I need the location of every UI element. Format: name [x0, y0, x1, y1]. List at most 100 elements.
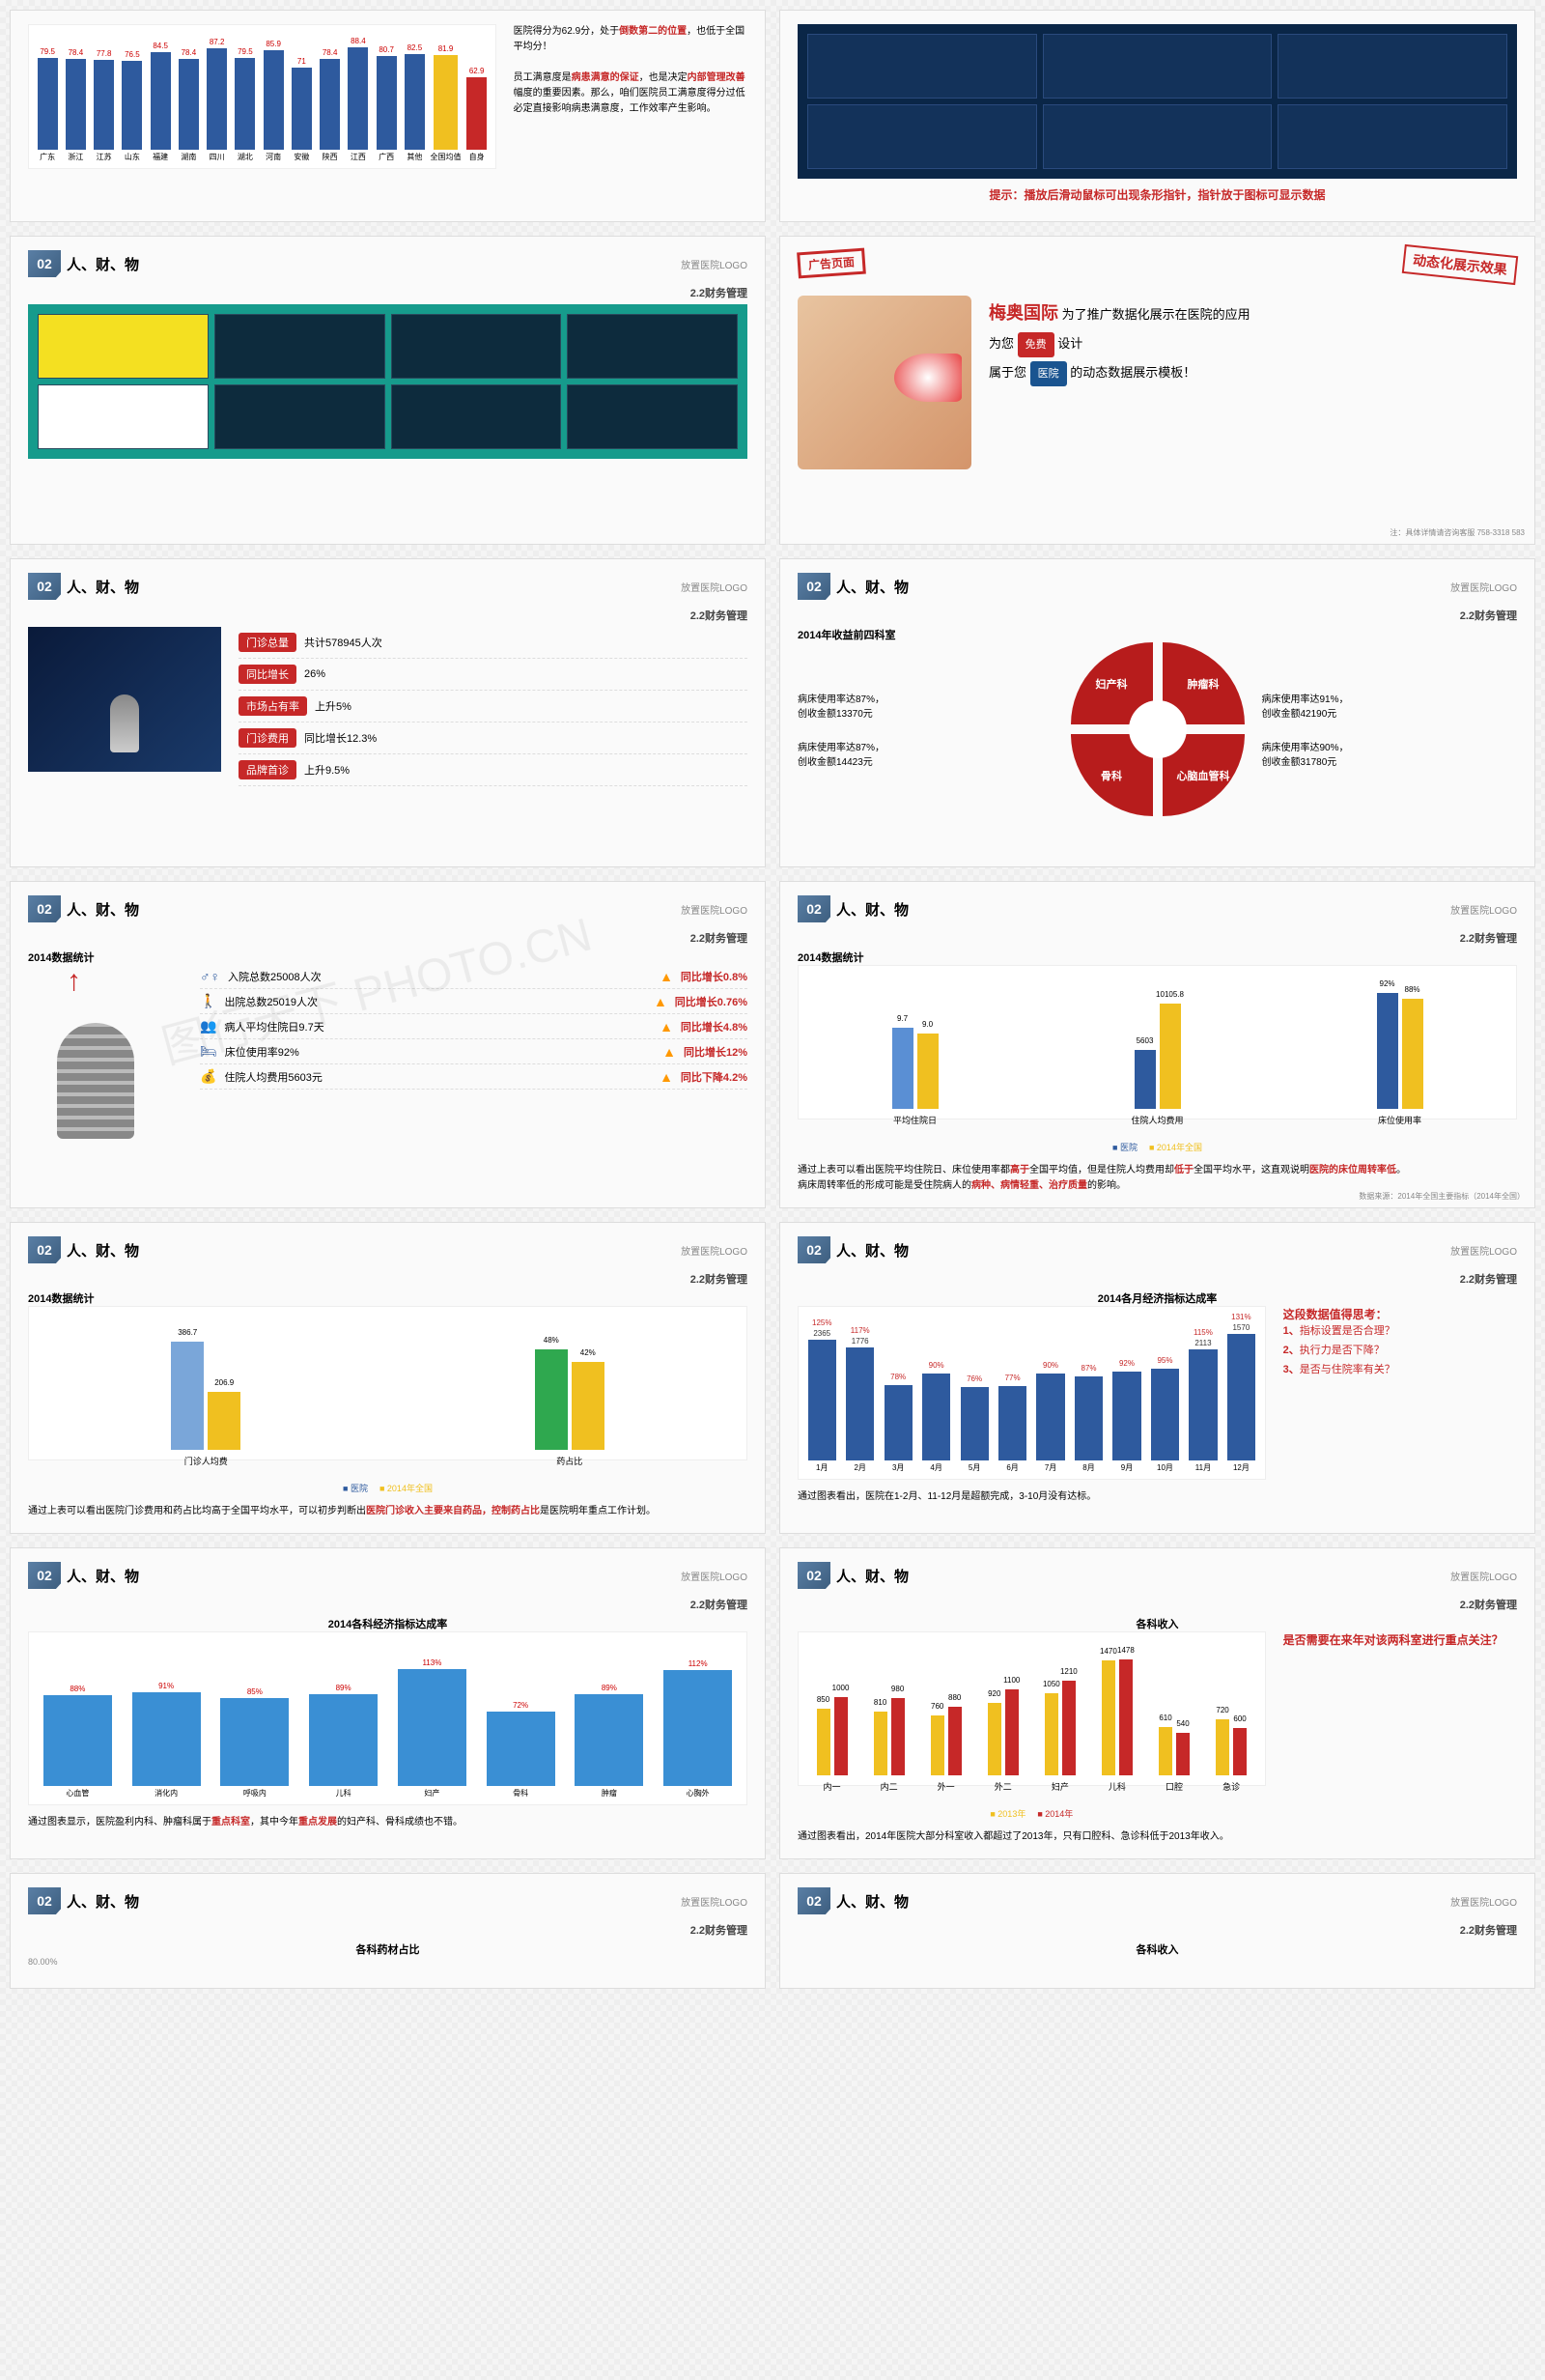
bar: 89% 肿瘤: [567, 1684, 653, 1799]
bar: 90% 7月: [1033, 1361, 1068, 1473]
title: 人、财、物: [67, 254, 139, 274]
legend-item: 2014年全国: [1149, 1141, 1202, 1153]
sub: 2.2财务管理: [28, 930, 747, 946]
bar: 95% 10月: [1147, 1356, 1182, 1473]
q-item: 执行力是否下降？: [1283, 1342, 1517, 1361]
monthly-chart: 125% 2365 1月 117% 1776 2月 78% 3月 90% 4月 …: [798, 1306, 1266, 1480]
slide-satisfaction: 79.5 广东 78.4 浙江 77.8 江苏 76.5 山东 84.5 福建 …: [10, 10, 766, 222]
donut-left-text: 病床使用率达87%，创收金额13370元病床使用率达87%，创收金额14423元: [798, 671, 1053, 787]
analysis: 通过上表可以看出医院平均住院日、床位使用率都高于全国平均值，但是住院人均费用却低…: [798, 1163, 1517, 1194]
bar: 87.2 四川: [205, 38, 230, 162]
title: 人、财、物: [67, 1891, 139, 1912]
bar: 84.5 福建: [148, 42, 173, 162]
title: 人、财、物: [836, 899, 909, 920]
txt: 属于您: [989, 365, 1026, 380]
title: 人、财、物: [836, 1566, 909, 1586]
donut-chart: 妇产科肿瘤科骨科心脑血管科: [1071, 642, 1245, 816]
bar-group: 386.7 206.9 门诊人均费: [171, 1342, 240, 1450]
dark-panel: [798, 24, 1517, 179]
q-list: 指标设置是否合理？执行力是否下降？是否与住院率有关？: [1283, 1322, 1517, 1379]
slide-compare3: 02人、财、物 放置医院LOGO 2.2财务管理 2014数据统计 9.7 9.…: [779, 881, 1535, 1208]
microphone-icon: [110, 694, 139, 752]
badge: 02: [28, 1236, 61, 1263]
stat-row: 🚶 出院总数25019人次 ▲ 同比增长0.76%: [200, 989, 747, 1014]
logo: 放置医院LOGO: [681, 580, 747, 594]
bar: 88.4 江西: [346, 37, 371, 162]
logo: 放置医院LOGO: [1450, 580, 1517, 594]
brand: 梅奥国际: [989, 303, 1058, 323]
txt: 医院得分为62.9分，处于: [514, 26, 619, 37]
sub: 2.2财务管理: [28, 285, 747, 300]
logo: 放置医院LOGO: [681, 1569, 747, 1583]
gauge-panel: [38, 314, 209, 379]
logo: 放置医院LOGO: [681, 1894, 747, 1909]
megaphone-icon: [894, 354, 962, 402]
bar: 82.5 其他: [402, 43, 427, 162]
bar: 125% 2365 1月: [804, 1318, 839, 1473]
title: 人、财、物: [836, 1891, 909, 1912]
badge: 02: [798, 1236, 830, 1263]
ad-person-image: [798, 296, 971, 469]
badge: 02: [28, 573, 61, 600]
bar: 78.4 湖南: [176, 48, 201, 162]
subtitle: 2014数据统计: [28, 1290, 747, 1306]
q-title: 这段数据值得思考：: [1283, 1306, 1517, 1322]
badge: 02: [28, 250, 61, 277]
subtitle: 各科收入: [798, 1616, 1517, 1631]
bar: 85.9 河南: [261, 40, 286, 162]
stat-row: ♂♀ 入院总数25008人次 ▲ 同比增长0.8%: [200, 965, 747, 989]
title: 人、财、物: [67, 1240, 139, 1261]
stats-list: 门诊总量共计578945人次 同比增长26% 市场占有率上升5% 门诊费用同比增…: [239, 627, 747, 786]
bar-group: 920 1100 外二: [988, 1689, 1019, 1775]
slide-deptrate: 02人、财、物 放置医院LOGO 2.2财务管理 2014各科经济指标达成率 8…: [10, 1547, 766, 1859]
legend-item: 2014年全国: [379, 1482, 433, 1494]
bar: 78.4 浙江: [63, 48, 88, 162]
bar-group: 92% 88% 床位使用率: [1377, 993, 1423, 1109]
panel-cell: [1043, 104, 1273, 169]
foot: 数据来源：2014年全国主要指标（2014年全国）: [1359, 1191, 1525, 1202]
title: 人、财、物: [836, 1240, 909, 1261]
bar: 79.5 广东: [35, 47, 60, 162]
logo: 放置医院LOGO: [681, 257, 747, 271]
slide-donut: 02人、财、物 放置医院LOGO 2.2财务管理 2014年收益前四科室 病床使…: [779, 558, 1535, 867]
income-chart: 850 1000 内一 810 980 内二 760 880 外一 920 11…: [798, 1631, 1266, 1786]
legend-item: 医院: [1112, 1141, 1138, 1153]
bar: 80.7 广西: [374, 45, 399, 162]
txt: 动态化展示效果: [1412, 252, 1507, 277]
slide-ad: 广告页面 动态化展示效果 梅奥国际 为了推广数据化展示在医院的应用 为您 免费 …: [779, 236, 1535, 545]
side-q: 是否需要在来年对该两科室进行重点关注？: [1283, 1631, 1503, 1648]
badge: 02: [798, 573, 830, 600]
panel-cell: [1278, 34, 1507, 99]
dash-panel: [391, 384, 562, 449]
legend: 2013年 2014年: [798, 1807, 1266, 1820]
dash-panel: [567, 314, 738, 379]
bar: 77% 6月: [995, 1374, 1029, 1473]
badge: 02: [798, 1887, 830, 1914]
bar: 117% 1776 2月: [842, 1326, 877, 1473]
pill: 医院: [1030, 361, 1067, 386]
stat-row: 同比增长26%: [239, 659, 747, 691]
title: 人、财、物: [67, 899, 139, 920]
coin-stack-icon: [57, 1023, 134, 1139]
txt: 为了推广数据化展示在医院的应用: [1062, 307, 1250, 322]
slide-income2: 02人、财、物 放置医院LOGO 2.2财务管理 各科收入: [779, 1873, 1535, 1989]
sub: 2.2财务管理: [798, 1271, 1517, 1287]
txt: 的动态数据展示模板！: [1070, 365, 1195, 380]
badge: 02: [798, 895, 830, 922]
analysis: 通过图表看出，医院在1-2月、11-12月是超额完成，3-10月没有达标。: [798, 1489, 1266, 1505]
q-item: 是否与住院率有关？: [1283, 1361, 1517, 1380]
legend-item: 医院: [343, 1482, 368, 1494]
logo: 放置医院LOGO: [681, 902, 747, 917]
stat-row: 门诊总量共计578945人次: [239, 627, 747, 659]
stat-row: 👥 病人平均住院日9.7天 ▲ 同比增长4.8%: [200, 1014, 747, 1039]
title: 人、财、物: [67, 1566, 139, 1586]
stage-image: [28, 627, 221, 772]
dashboard-image: [28, 304, 747, 459]
logo: 放置医院LOGO: [1450, 1243, 1517, 1258]
bar-group: 810 980 内二: [874, 1698, 905, 1775]
sub: 2.2财务管理: [798, 930, 1517, 946]
pill: 免费: [1018, 332, 1054, 357]
bar: 92% 9月: [1110, 1359, 1144, 1473]
subtitle: 2014各月经济指标达成率: [798, 1290, 1517, 1306]
badge: 02: [28, 895, 61, 922]
